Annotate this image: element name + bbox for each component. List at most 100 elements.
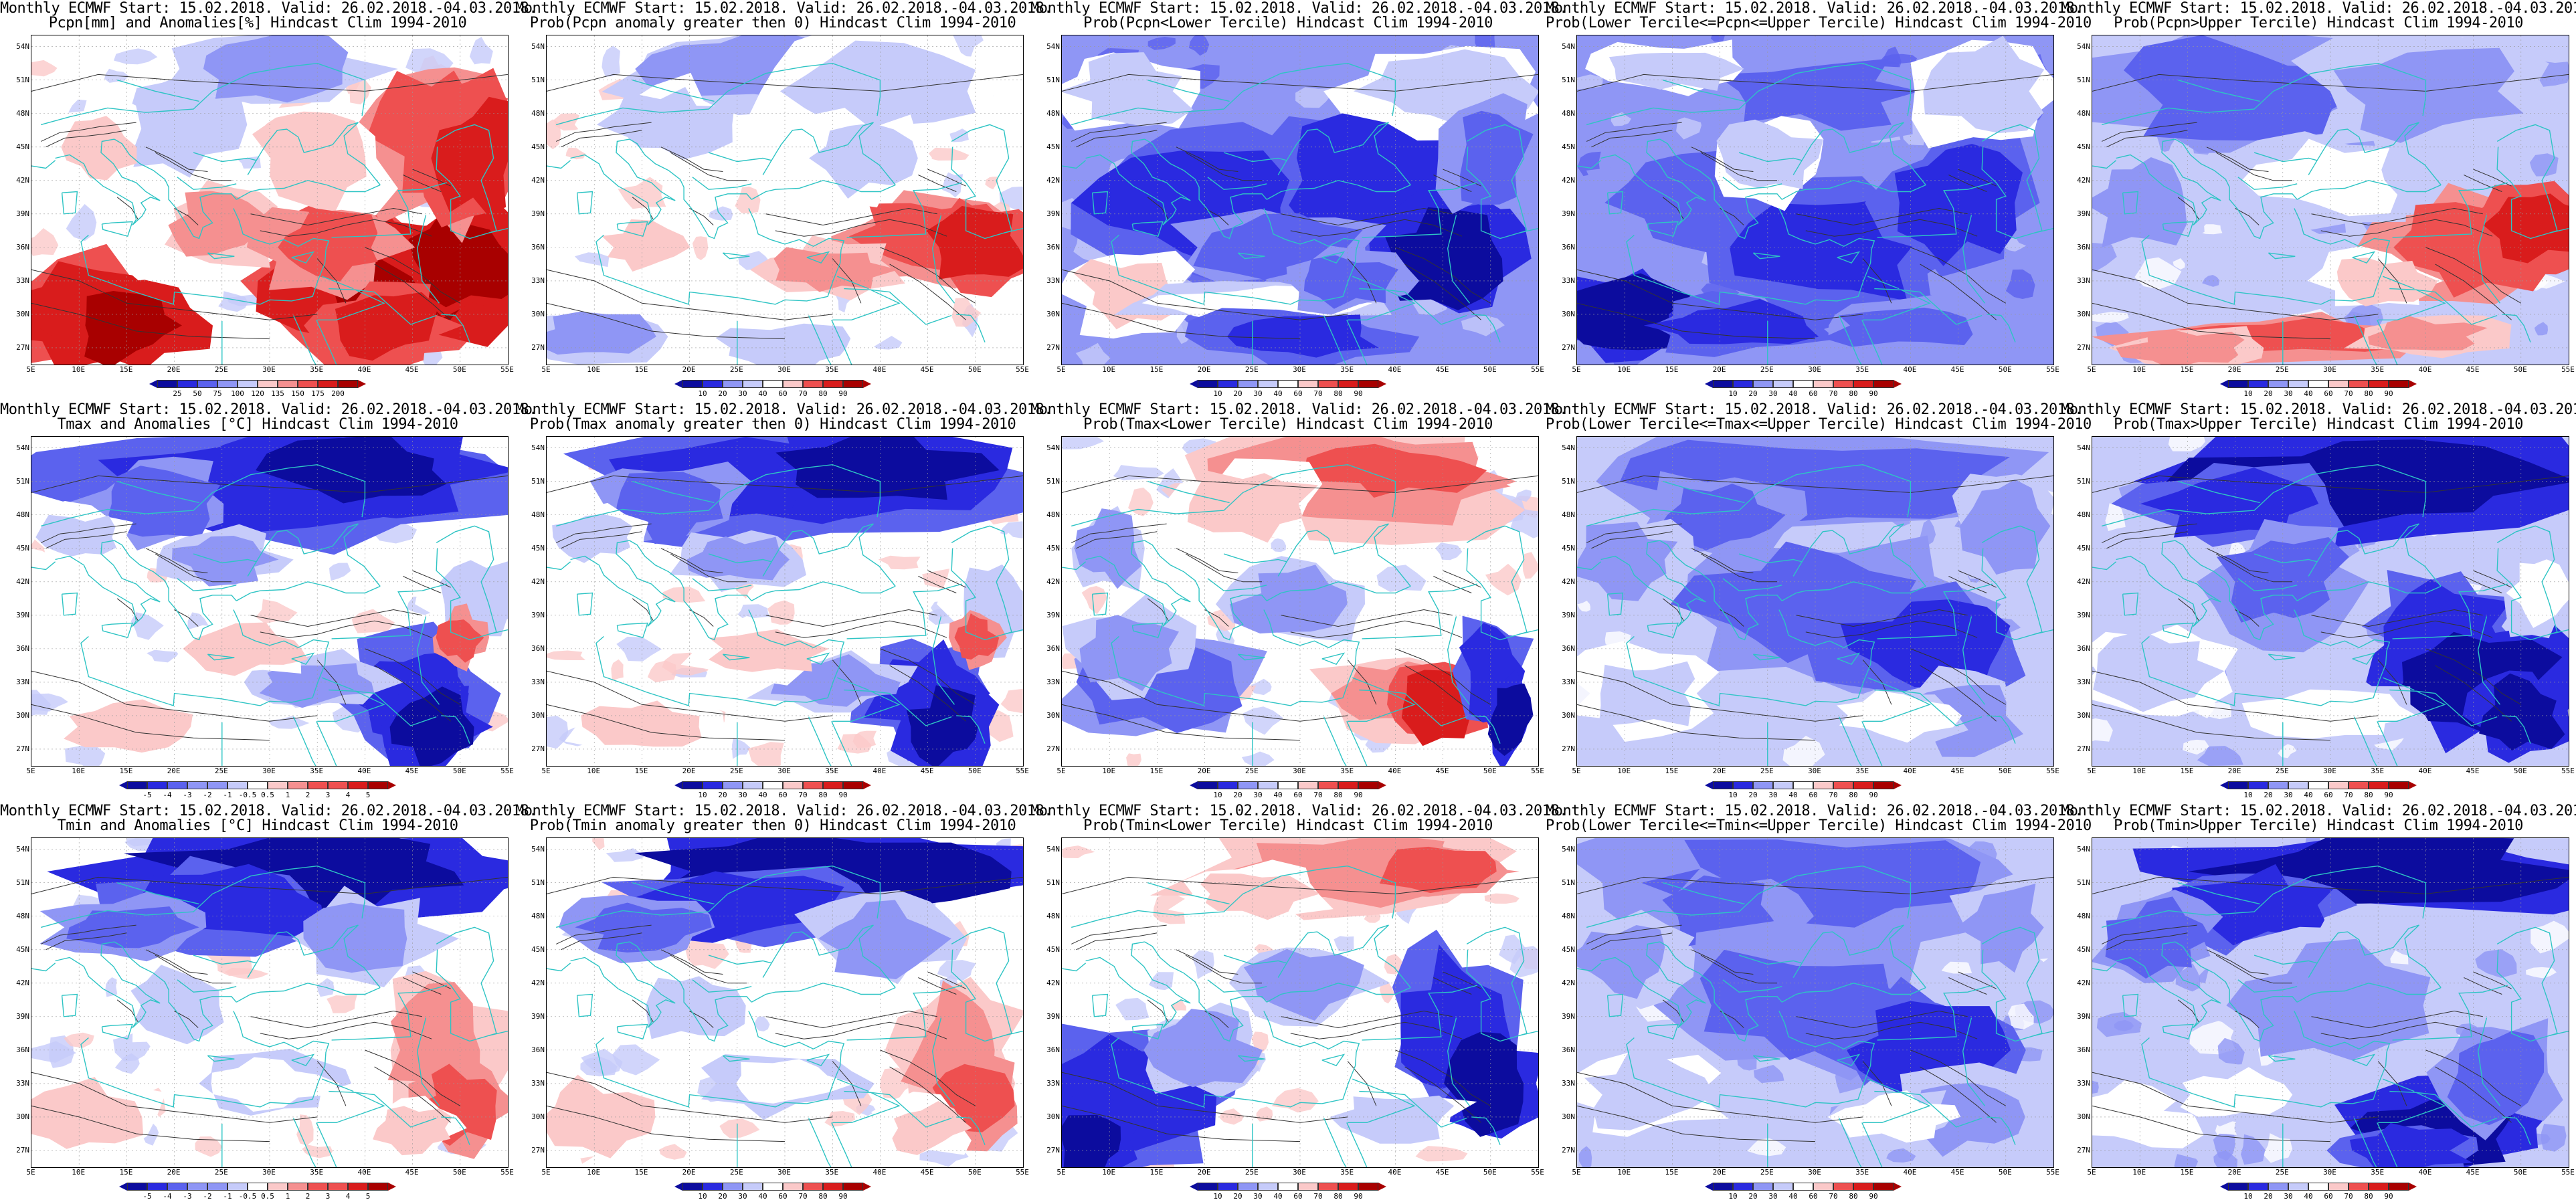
lon-tick-label: 55E [1016, 1168, 1029, 1177]
contour-line [1577, 1105, 1816, 1142]
field-patch [2007, 1003, 2034, 1029]
coastline [291, 251, 315, 264]
color-bar-swatch [147, 1183, 167, 1191]
coastline [80, 1011, 330, 1108]
lat-tick-label: 39N [1562, 1011, 1575, 1021]
contour-line [1404, 1066, 1481, 1123]
color-bar-label: 1 [285, 1192, 290, 1201]
field-patch [575, 902, 712, 952]
coastline [1861, 320, 1883, 365]
coastline [846, 583, 963, 639]
color-bar-swatch [1753, 1183, 1773, 1191]
coastline [1447, 1017, 1471, 1106]
lat-tick-label: 42N [2077, 577, 2090, 586]
map-field [1577, 35, 2053, 365]
color-bar-swatch [207, 781, 227, 789]
lat-tick-label: 27N [531, 744, 545, 753]
coastline [1752, 252, 1780, 260]
color-bar-swatch [1753, 781, 1773, 789]
field-patch [1577, 925, 1665, 999]
lat-tick-label: 39N [531, 1011, 545, 1021]
lon-tick-label: 25E [729, 1168, 743, 1177]
coastline [1577, 561, 1602, 571]
map-frame [31, 35, 509, 365]
field-patch [737, 604, 769, 619]
color-bar-swatch [1873, 1183, 1894, 1191]
color-bar-swatch [1258, 1183, 1278, 1191]
field-patch [1608, 52, 1744, 91]
contour-line [547, 1105, 786, 1142]
contour-line [1586, 924, 1682, 944]
contour-line [1700, 553, 1777, 583]
coastline [2141, 208, 2391, 305]
color-bar-label: 90 [2384, 389, 2393, 398]
lon-tick-label: 30E [777, 1168, 791, 1177]
color-bar-label: 30 [738, 389, 747, 398]
color-bar-label: 175 [311, 389, 325, 398]
color-bar-label: 90 [1354, 389, 1363, 398]
lon-tick-label: 50E [2513, 1168, 2527, 1177]
color-bar-swatch [368, 1183, 388, 1191]
coastline [2162, 622, 2194, 639]
contour-line [1147, 598, 1169, 621]
field-patch [659, 1144, 687, 1160]
lat-tick-label: 33N [1046, 276, 1060, 285]
lat-tick-label: 48N [531, 911, 545, 920]
contour-line [2106, 531, 2188, 549]
coastline [1867, 1078, 1900, 1092]
panel-title-line2: Tmax and Anomalies [°C] Hindcast Clim 19… [57, 416, 458, 433]
coastline [2352, 251, 2376, 264]
color-bar-label: 40 [758, 1192, 767, 1201]
lat-tick-label: 33N [2077, 1078, 2090, 1088]
coastline [1752, 1055, 1780, 1062]
color-bar-swatch [2228, 380, 2248, 388]
color-bar-swatch [2389, 380, 2409, 388]
color-bar-swatch [1833, 380, 1853, 388]
coastline [808, 315, 832, 365]
coastline [193, 955, 257, 965]
color-bar-swatch [1853, 380, 1873, 388]
lat-tick-label: 39N [2077, 1011, 2090, 1021]
coastline [1147, 882, 1230, 905]
color-bar-swatch [843, 781, 863, 789]
contour-line [260, 219, 432, 237]
lat-tick-label: 48N [1562, 510, 1575, 519]
color-bar-swatch [1713, 781, 1733, 789]
lon-tick-label: 55E [1531, 1168, 1544, 1177]
color-bar-swatch [1298, 781, 1318, 789]
coastline [1792, 523, 1926, 587]
field-patch [2003, 237, 2027, 252]
coastline [1577, 160, 1602, 169]
lon-tick-label: 35E [825, 1168, 839, 1177]
coastline [1323, 716, 1347, 766]
coastline [2122, 993, 2139, 1017]
lon-tick-label: 55E [500, 767, 514, 775]
lon-tick-label: 45E [1435, 365, 1449, 374]
lat-tick-label: 30N [2077, 309, 2090, 318]
color-bar-min-arrow [2220, 781, 2228, 789]
lat-tick-label: 27N [531, 1145, 545, 1155]
map-panel-pcpn-prob-lower: Monthly ECMWF Start: 15.02.2018. Valid: … [1030, 0, 1568, 401]
contour-line [1176, 949, 1238, 975]
lon-tick-label: 15E [1149, 365, 1164, 374]
lat-tick-label: 27N [16, 744, 29, 753]
color-bar-label: 70 [1829, 1192, 1838, 1201]
coastline [1323, 1118, 1347, 1167]
contour-line [1071, 523, 1167, 543]
lat-tick-label: 54N [1562, 41, 1575, 51]
lon-tick-label: 40E [2418, 1168, 2432, 1177]
lon-tick-label: 35E [2371, 365, 2385, 374]
color-bar-swatch [703, 380, 723, 388]
lat-tick-label: 45N [16, 944, 29, 954]
field-patch [818, 900, 951, 980]
field-patch [2005, 269, 2035, 299]
coastline [1663, 80, 1745, 102]
lat-tick-label: 48N [2077, 911, 2090, 920]
color-bar-label: 10 [1213, 389, 1222, 398]
coastline [708, 152, 772, 163]
coastline [616, 1023, 648, 1040]
color-bar-label: 90 [1869, 791, 1878, 799]
coastline [629, 941, 752, 1042]
lon-tick-label: 50E [452, 767, 466, 775]
contour-line [40, 924, 136, 944]
